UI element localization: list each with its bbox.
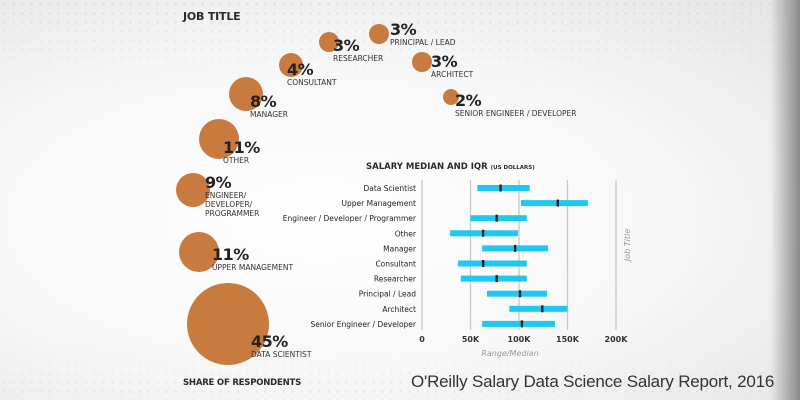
bubble-category: DATA SCIENTIST (251, 350, 312, 359)
iqr-bar (470, 215, 527, 222)
bubble-percent: 3% (390, 20, 417, 39)
bubble-0 (187, 283, 269, 365)
median-marker (481, 229, 485, 237)
row-label: Manager (383, 244, 417, 253)
iqr-bar (509, 305, 568, 312)
bubble-percent: 3% (431, 52, 458, 71)
median-marker (513, 244, 517, 252)
bubble-category: OTHER (223, 156, 250, 165)
bubble-label: 3% ARCHITECT (431, 52, 474, 80)
bubble-percent: 9% (205, 173, 232, 192)
bubble-7 (369, 24, 389, 44)
median-marker (499, 184, 502, 192)
bubble-category: PRINCIPAL / LEAD (390, 38, 456, 47)
bubble-percent: 45% (251, 332, 288, 351)
bubble-1 (179, 232, 219, 272)
median-marker (541, 305, 544, 313)
bubble-percent: 8% (250, 92, 277, 111)
bubble-3 (199, 119, 239, 159)
row-label: Other (395, 229, 417, 238)
bubble-category: SENIOR ENGINEER / DEVELOPER (455, 109, 577, 118)
right-edge-shadow (770, 0, 800, 400)
bubble-9 (443, 89, 459, 105)
bubble-category: CONSULTANT (287, 78, 337, 87)
bubble-category: RESEARCHER (333, 54, 384, 63)
row-label: Upper Management (342, 199, 417, 208)
bubble-category: MANAGER (250, 110, 288, 119)
iqr-bar (482, 320, 555, 327)
bubble-label: 11% OTHER (223, 138, 260, 166)
row-label: Engineer / Developer / Programmer (283, 214, 417, 223)
x-tick-label: 100K (508, 335, 532, 344)
row-label: Data Scientist (364, 184, 417, 193)
bubble-percent: 11% (223, 138, 260, 157)
x-tick-label: 200K (605, 335, 629, 344)
median-marker (556, 199, 559, 207)
iqr-bar (486, 290, 548, 297)
bubble-4 (229, 77, 263, 111)
bubble-category: ARCHITECT (431, 70, 474, 79)
bubble-percent: 2% (455, 91, 482, 110)
median-marker (495, 275, 498, 283)
x-tick-label: 150K (556, 335, 580, 344)
bubble-8 (412, 52, 432, 72)
bubble-2 (176, 173, 210, 207)
bubble-label: 2% SENIOR ENGINEER / DEVELOPER (455, 91, 577, 119)
bubble-section-title: JOB TITLE (183, 10, 241, 23)
x-tick-label: 50K (462, 335, 480, 344)
iqr-bar (460, 275, 527, 282)
row-label: Researcher (374, 275, 417, 284)
x-tick-label: 0 (419, 335, 425, 344)
iqr-bar (520, 200, 588, 207)
bubble-5 (279, 53, 303, 77)
bubble-label: 8% MANAGER (250, 92, 288, 120)
bubble-category: ENGINEER/ DEVELOPER/ PROGRAMMER (205, 191, 260, 218)
median-marker (495, 214, 498, 222)
x-axis-label: Range/Median (481, 349, 538, 358)
row-label: Architect (382, 305, 416, 314)
bubble-percent: 4% (287, 60, 314, 79)
bubble-6 (319, 32, 339, 52)
bubble-label: 9% ENGINEER/ DEVELOPER/ PROGRAMMER (205, 173, 260, 219)
row-label: Senior Engineer / Developer (310, 320, 416, 329)
bubble-label: 11% UPPER MANAGEMENT (212, 245, 294, 273)
chart-title: SALARY MEDIAN AND IQR (US DOLLARS) (366, 162, 535, 172)
row-label: Consultant (375, 260, 416, 269)
source-caption: O'Reilly Salary Data Science Salary Repo… (411, 372, 775, 391)
median-marker (481, 260, 485, 267)
bubble-percent: 11% (212, 245, 249, 264)
bubble-label: 4% CONSULTANT (287, 60, 337, 88)
iqr-bar (477, 185, 530, 191)
bubble-label: 45% DATA SCIENTIST (251, 332, 312, 360)
median-marker (520, 320, 524, 328)
median-marker (518, 290, 522, 298)
bubble-label: 3% RESEARCHER (333, 36, 384, 64)
y-axis-label: Job Title (623, 229, 632, 263)
iqr-bar (457, 260, 527, 267)
bubble-section-footer: SHARE OF RESPONDENTS (183, 378, 302, 388)
row-label: Principal / Lead (359, 290, 417, 299)
bubble-percent: 3% (333, 36, 360, 55)
bubble-label: 3% PRINCIPAL / LEAD (390, 20, 456, 48)
bubble-category: UPPER MANAGEMENT (212, 263, 294, 272)
